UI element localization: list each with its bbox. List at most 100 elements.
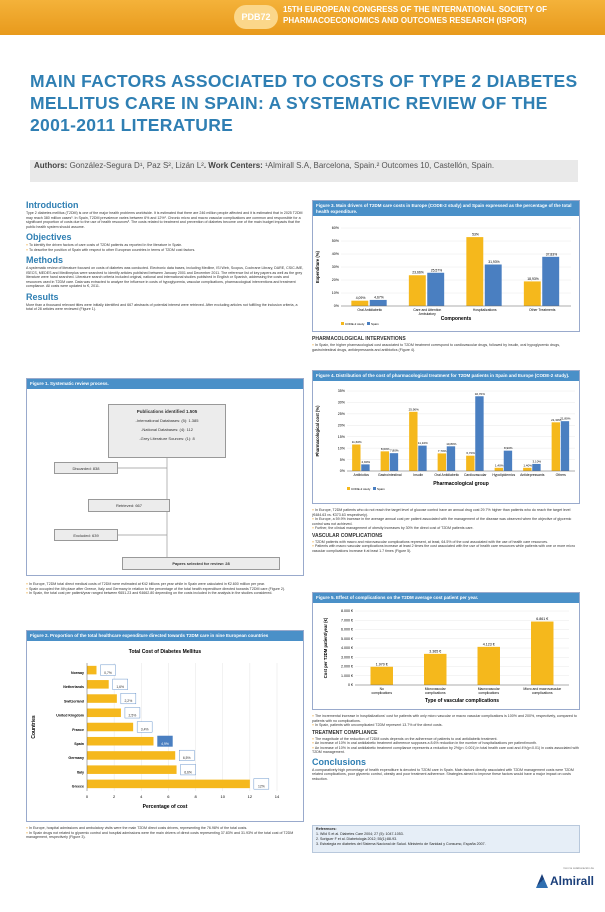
y-tick-label: 4.000 € [341,646,353,650]
bar [560,420,570,471]
pharm-heading: PHARMACOLOGICAL INTERVENTIONS [312,336,406,342]
category-label: Macrovascular [478,687,501,691]
data-label: 23,66% [412,271,424,275]
y-tick-label: 8.000 € [341,609,353,613]
data-label-box [179,749,195,761]
x-axis-label: Type of vascular complications [425,698,499,704]
bar [427,272,445,306]
fig5-bullet: » The incremental increase in hospitaliz… [312,714,577,723]
data-label: 2,2% [124,699,132,703]
bar [370,666,393,685]
data-label: 11,60% [352,439,362,443]
methods-text: A systematic review of literature focuse… [26,266,304,288]
reference-item: 3. Estrategia en diabetes del Sistema Na… [316,842,486,846]
selected-box: Papers selected for review: 28 [122,557,280,570]
retrieved-box: Retrieved: 667 [88,499,170,512]
almirall-mark-icon [535,874,548,888]
results-heading: Results [26,291,59,302]
bar [531,621,554,685]
conclusions-heading: Conclusions [312,756,367,767]
bar [523,467,532,471]
compliance-item: » An increase of 10% in oral antidiabeti… [312,745,579,755]
data-label: 1.970 € [376,662,388,666]
y-tick-label: 0% [340,469,346,473]
y-tick-label: 5.000 € [341,636,353,640]
conclusions-text: A comparatively high percentage of healt… [312,767,574,781]
legend-swatch [347,486,350,490]
category-label: Ambulatory [419,312,436,316]
fig4-bullet: » In Europe, a 59.9% increase in the ave… [312,517,572,526]
y-tick-label: 7.000 € [341,618,353,622]
data-label: 10,80% [446,441,457,445]
result-bullet: » In Spain, the total cost per patient/y… [26,591,273,595]
authors-label: Authors: [34,161,68,170]
legend-swatch [373,486,376,490]
y-tick-label: 1.000 € [341,673,353,677]
data-label: 4,67% [374,295,384,299]
x-tick-label: 0 [86,794,89,799]
y-tick-label: 5% [340,457,346,461]
legend-label: Spain [377,486,385,490]
data-label-box [100,664,116,676]
data-label: 8,90% [504,446,513,450]
left-column: Introduction Type 2 diabetes mellitus (T… [26,200,304,312]
results-text: More than a thousand relevant titles wer… [26,302,298,312]
category-label: United Kingdom [56,713,84,717]
right-lower-text: » The incremental increase in hospitaliz… [312,714,580,781]
figure-4: Figure 4. Distribution of the cost of ph… [312,370,580,504]
y-axis-label: Pharmacological cost (%) [315,404,320,456]
figure-1-flow-lines [111,458,168,560]
data-label-box [157,735,173,747]
x-axis-label: Components [441,316,472,322]
data-label-box [120,692,137,704]
y-tick-label: 40% [332,252,340,256]
category-label: Netherlands [63,685,84,689]
bar [87,708,121,717]
bar [87,779,250,788]
compliance-heading: TREATMENT COMPLIANCE [312,729,378,736]
category-label: Spain [74,741,84,745]
category-label: Gastrointestinal [378,473,402,477]
x-tick-label: 2 [113,794,116,799]
legend-label: CODE-2 study [345,322,365,326]
data-label: 2,90% [362,459,371,463]
almirall-wordmark: Almirall [549,874,594,888]
fig5-bullet: » In Spain, patients with uncomplicated … [312,723,443,727]
figure-2-bullets: » In Europe, hospital admissions and amb… [26,826,304,840]
y-tick-label: 3.000 € [341,655,353,659]
figure-4-title: Figure 4. Distribution of the cost of ph… [313,371,579,381]
y-tick-label: 0 € [348,683,353,687]
chart-title: Total Cost of Diabetes Mellitus [129,649,202,655]
data-label-box [124,706,141,718]
pub-item: -Grey Literature Sources: (1): 8 [139,436,195,441]
data-label: 18,93% [527,277,539,281]
bar [477,646,500,685]
poster-code-badge: PDB72 [234,5,278,29]
bar [475,395,484,471]
category-label: Insulin [413,473,423,477]
publications-count: Publications identified 1.505 [136,409,198,414]
data-label: 4.123 € [483,642,495,646]
work-centers-label: . Work Centers: [203,161,263,170]
data-label: 7,70% [438,448,447,452]
data-label: 31,93% [488,260,500,264]
category-label: Oral Antidiabetic [357,308,382,312]
fig2-bullet: » In Europe, hospital admissions and amb… [26,826,248,830]
bar [446,445,456,471]
bar [361,463,370,471]
data-label-box [112,678,128,690]
x-tick-label: 6 [167,794,170,799]
y-tick-label: 50% [332,239,340,243]
figure-4-chart: 0% 5% 10% 15% 20% 25% 30% 35% 11,60% 2,90% Antibio… [315,389,575,490]
figure-2: Figure 2. Proportion of the total health… [26,630,304,822]
results-bullets: » In Europe, T2DM total direct medical c… [26,582,304,596]
data-label: 11,10% [418,441,428,445]
y-tick-label: 0% [334,304,340,308]
category-label: Care and Attention [413,308,441,312]
objective-item: » To describe the position of Spain with… [26,247,196,252]
data-label: 4,9% [161,741,169,745]
pharm-section: PHARMACOLOGICAL INTERVENTIONS » In Spain… [312,336,580,352]
data-label-box [136,721,153,732]
legend-swatch [341,322,344,325]
congress-title: 15TH EUROPEAN CONGRESS OF THE INTERNATIO… [283,5,548,25]
